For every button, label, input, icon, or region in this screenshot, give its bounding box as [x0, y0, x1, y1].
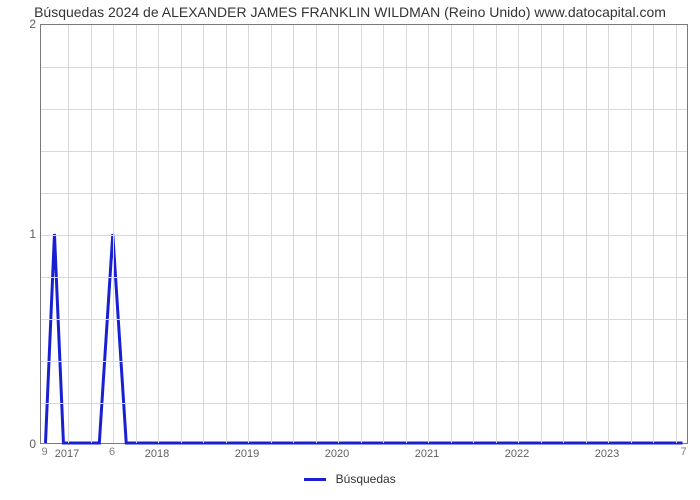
gridline-vertical	[203, 25, 204, 443]
gridline-vertical	[68, 25, 69, 443]
gridline-vertical	[136, 25, 137, 443]
gridline-vertical	[563, 25, 564, 443]
gridline-vertical	[406, 25, 407, 443]
gridline-horizontal	[41, 67, 687, 68]
gridline-vertical	[338, 25, 339, 443]
gridline-horizontal	[41, 109, 687, 110]
data-point-label: 9	[41, 446, 47, 458]
gridline-vertical	[428, 25, 429, 443]
gridline-vertical	[383, 25, 384, 443]
x-tick-label: 2020	[325, 448, 349, 460]
legend-swatch	[304, 478, 326, 481]
data-point-label: 7	[680, 446, 686, 458]
y-tick-label: 1	[6, 227, 36, 241]
gridline-vertical	[586, 25, 587, 443]
legend: Búsquedas	[0, 472, 700, 486]
gridline-vertical	[541, 25, 542, 443]
gridline-vertical	[473, 25, 474, 443]
chart-title: Búsquedas 2024 de ALEXANDER JAMES FRANKL…	[0, 4, 700, 20]
x-tick-label: 2021	[415, 448, 439, 460]
legend-label: Búsquedas	[336, 472, 396, 486]
gridline-vertical	[676, 25, 677, 443]
x-tick-label: 2019	[235, 448, 259, 460]
y-tick-label: 0	[6, 437, 36, 451]
gridline-vertical	[181, 25, 182, 443]
gridline-vertical	[91, 25, 92, 443]
gridline-vertical	[518, 25, 519, 443]
gridline-vertical	[226, 25, 227, 443]
gridline-vertical	[113, 25, 114, 443]
x-tick-label: 2018	[145, 448, 169, 460]
y-tick-label: 2	[6, 17, 36, 31]
gridline-vertical	[271, 25, 272, 443]
gridline-horizontal	[41, 151, 687, 152]
data-point-label: 6	[109, 446, 115, 458]
gridline-vertical	[631, 25, 632, 443]
x-tick-label: 2023	[595, 448, 619, 460]
gridline-horizontal	[41, 193, 687, 194]
gridline-horizontal	[41, 361, 687, 362]
gridline-horizontal	[41, 403, 687, 404]
gridline-vertical	[158, 25, 159, 443]
gridline-vertical	[451, 25, 452, 443]
plot-area	[40, 24, 688, 444]
gridline-vertical	[653, 25, 654, 443]
gridline-horizontal	[41, 235, 687, 236]
gridline-vertical	[293, 25, 294, 443]
gridline-horizontal	[41, 319, 687, 320]
gridline-vertical	[496, 25, 497, 443]
line-series	[41, 25, 687, 443]
chart-container: Búsquedas 2024 de ALEXANDER JAMES FRANKL…	[0, 0, 700, 500]
gridline-horizontal	[41, 277, 687, 278]
x-tick-label: 2017	[55, 448, 79, 460]
gridline-vertical	[316, 25, 317, 443]
gridline-vertical	[248, 25, 249, 443]
x-tick-label: 2022	[505, 448, 529, 460]
gridline-vertical	[608, 25, 609, 443]
gridline-vertical	[361, 25, 362, 443]
series-line	[45, 234, 682, 443]
